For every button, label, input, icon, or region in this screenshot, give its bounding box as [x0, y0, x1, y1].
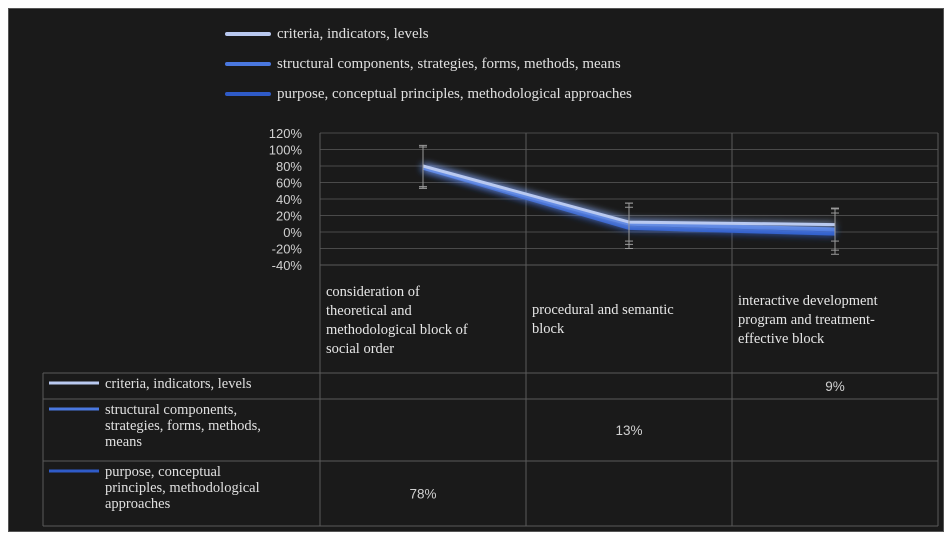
- chart-frame: criteria, indicators, levels structural …: [8, 8, 944, 532]
- y-tick-label: 20%: [276, 209, 302, 224]
- table-series-label: purpose, conceptual principles, methodolo…: [105, 464, 260, 512]
- table-series-label: structural components, strategies, forms,…: [105, 402, 261, 450]
- x-category-label: consideration of theoretical and methodolo…: [326, 284, 468, 357]
- y-tick-label: -20%: [272, 242, 303, 257]
- table-value: 13%: [615, 423, 642, 438]
- legend-label: criteria, indicators, levels: [277, 25, 429, 42]
- legend-label: structural components, strategies, forms…: [277, 55, 621, 72]
- legend-swatch: [225, 32, 271, 36]
- legend-label: purpose, conceptual principles, methodol…: [277, 85, 632, 102]
- legend-swatch: [225, 92, 271, 96]
- y-tick-label: 80%: [276, 159, 302, 174]
- x-category-label: interactive development program and treat…: [738, 293, 878, 347]
- y-tick-label: 60%: [276, 176, 302, 191]
- legend-item-structural: structural components, strategies, forms…: [225, 53, 621, 75]
- y-tick-label: 0%: [283, 225, 302, 240]
- y-tick-label: 40%: [276, 192, 302, 207]
- line-chart: 120% 100%80% 60%40% 20%0% -20%-40% considerat…: [42, 126, 939, 527]
- legend-item-criteria: criteria, indicators, levels: [225, 23, 429, 45]
- y-tick-label: 100%: [269, 143, 303, 158]
- y-tick-label: 120%: [269, 126, 303, 141]
- table-series-label: criteria, indicators, levels: [105, 376, 252, 392]
- table-value: 78%: [409, 487, 436, 502]
- legend-item-purpose: purpose, conceptual principles, methodol…: [225, 83, 632, 105]
- y-tick-label: -40%: [272, 258, 303, 273]
- x-category-label: procedural and semantic block: [532, 302, 674, 337]
- table-value: 9%: [825, 379, 845, 394]
- legend-swatch: [225, 62, 271, 66]
